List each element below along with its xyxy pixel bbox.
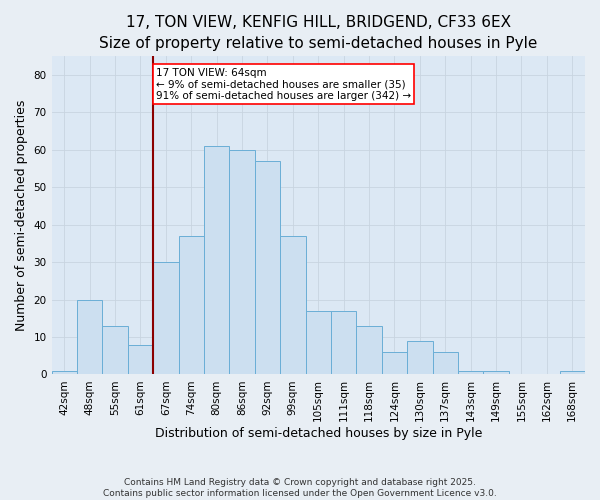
Bar: [458, 370, 484, 374]
Text: Contains HM Land Registry data © Crown copyright and database right 2025.
Contai: Contains HM Land Registry data © Crown c…: [103, 478, 497, 498]
Bar: [382, 352, 407, 374]
Bar: [331, 311, 356, 374]
Bar: [179, 236, 204, 374]
Bar: [356, 326, 382, 374]
Bar: [103, 326, 128, 374]
X-axis label: Distribution of semi-detached houses by size in Pyle: Distribution of semi-detached houses by …: [155, 427, 482, 440]
Bar: [255, 161, 280, 374]
Bar: [484, 370, 509, 374]
Bar: [229, 150, 255, 374]
Bar: [128, 344, 153, 374]
Bar: [204, 146, 229, 374]
Bar: [407, 341, 433, 374]
Bar: [433, 352, 458, 374]
Bar: [77, 300, 103, 374]
Bar: [52, 370, 77, 374]
Bar: [560, 370, 585, 374]
Text: 17 TON VIEW: 64sqm
← 9% of semi-detached houses are smaller (35)
91% of semi-det: 17 TON VIEW: 64sqm ← 9% of semi-detached…: [155, 68, 411, 101]
Bar: [280, 236, 305, 374]
Title: 17, TON VIEW, KENFIG HILL, BRIDGEND, CF33 6EX
Size of property relative to semi-: 17, TON VIEW, KENFIG HILL, BRIDGEND, CF3…: [99, 15, 538, 51]
Y-axis label: Number of semi-detached properties: Number of semi-detached properties: [15, 100, 28, 331]
Bar: [305, 311, 331, 374]
Bar: [153, 262, 179, 374]
